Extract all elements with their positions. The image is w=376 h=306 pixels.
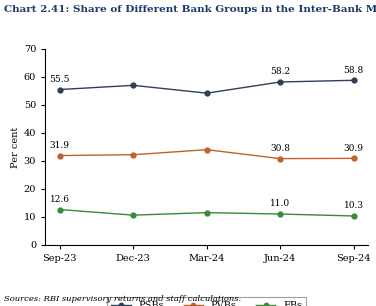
PSBs <box>131 84 136 87</box>
PVBs <box>352 156 356 160</box>
FBs <box>205 211 209 215</box>
Y-axis label: Per cent: Per cent <box>11 126 20 167</box>
PSBs <box>352 78 356 82</box>
PVBs <box>58 154 62 157</box>
Text: 30.8: 30.8 <box>270 144 290 153</box>
Text: 30.9: 30.9 <box>344 144 364 153</box>
FBs <box>131 213 136 217</box>
Line: FBs: FBs <box>58 207 356 218</box>
Text: Chart 2.41: Share of Different Bank Groups in the Inter-Bank Market: Chart 2.41: Share of Different Bank Grou… <box>4 5 376 13</box>
PSBs <box>58 88 62 91</box>
Text: 11.0: 11.0 <box>270 200 290 208</box>
Line: PVBs: PVBs <box>58 147 356 161</box>
Text: 31.9: 31.9 <box>50 141 70 150</box>
PSBs <box>278 80 282 84</box>
Text: 55.5: 55.5 <box>50 75 70 84</box>
PVBs <box>131 153 136 157</box>
Legend: PSBs, PVBs, FBs: PSBs, PVBs, FBs <box>107 297 306 306</box>
PSBs <box>205 91 209 95</box>
PVBs <box>205 148 209 151</box>
Line: PSBs: PSBs <box>58 78 356 95</box>
FBs <box>58 208 62 211</box>
Text: 58.2: 58.2 <box>270 67 290 76</box>
Text: 58.8: 58.8 <box>344 66 364 75</box>
Text: Sources: RBI supervisory returns and staff calculations.: Sources: RBI supervisory returns and sta… <box>4 295 241 303</box>
FBs <box>352 214 356 218</box>
Text: 10.3: 10.3 <box>344 201 364 211</box>
FBs <box>278 212 282 216</box>
PVBs <box>278 157 282 160</box>
Text: 12.6: 12.6 <box>50 195 70 204</box>
